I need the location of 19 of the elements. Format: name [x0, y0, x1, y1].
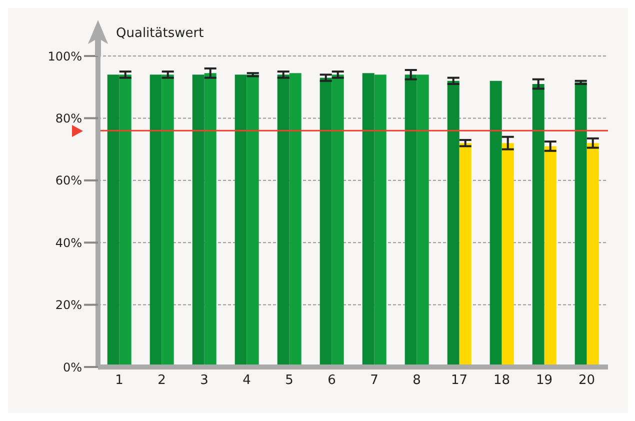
x-tick-label: 5 — [285, 373, 294, 388]
y-axis-title: Qualitätswert — [116, 26, 204, 41]
y-tick-label: 100% — [48, 49, 82, 64]
x-tick-label: 7 — [370, 373, 378, 388]
x-tick-label: 18 — [493, 373, 510, 388]
y-tick-label: 60% — [55, 174, 82, 188]
x-tick-label: 19 — [536, 373, 553, 388]
x-tick-label: 1 — [115, 373, 124, 388]
x-tick-label: 2 — [158, 373, 166, 388]
x-tick-label: 4 — [242, 373, 251, 388]
y-tick-label: 20% — [55, 298, 82, 312]
x-tick-label: 3 — [200, 373, 208, 388]
y-tick-label: 0% — [62, 360, 82, 374]
y-tick-label: 40% — [55, 236, 82, 250]
y-tick-label: 80% — [55, 111, 82, 126]
x-tick-label: 20 — [578, 373, 596, 388]
x-tick-label: 8 — [412, 373, 421, 388]
x-tick-label: 6 — [328, 373, 336, 388]
x-tick-label: 17 — [450, 373, 468, 388]
